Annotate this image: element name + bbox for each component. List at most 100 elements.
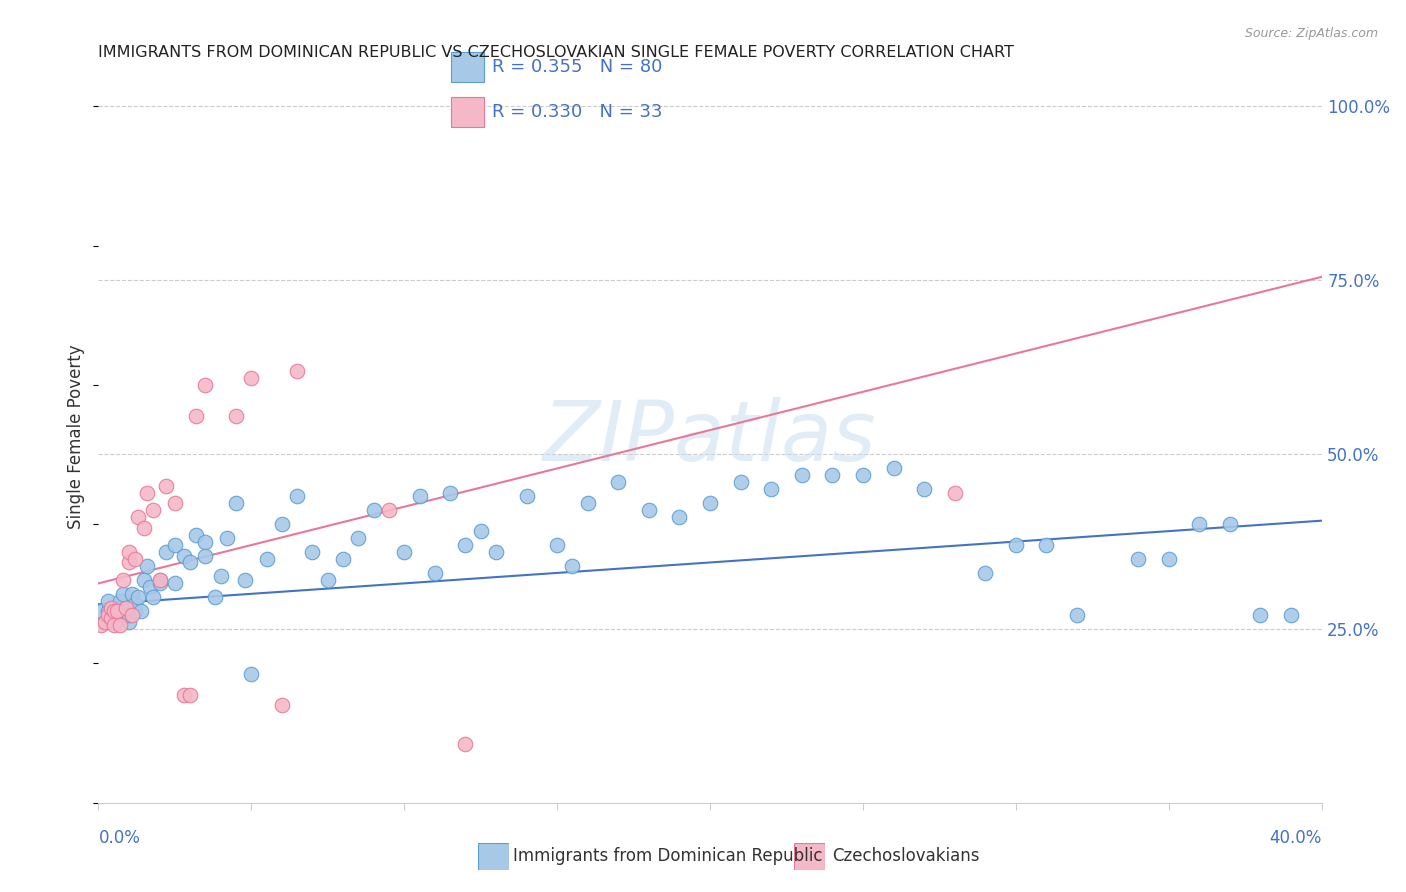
Text: IMMIGRANTS FROM DOMINICAN REPUBLIC VS CZECHOSLOVAKIAN SINGLE FEMALE POVERTY CORR: IMMIGRANTS FROM DOMINICAN REPUBLIC VS CZ… [98,45,1014,60]
Point [363,503,385,517]
Point [194,549,217,563]
Text: 40.0%: 40.0% [1270,829,1322,847]
Point [115,600,138,615]
Point [852,468,875,483]
Point [316,573,339,587]
Point [285,364,308,378]
Point [111,573,134,587]
Point [118,615,141,629]
Point [240,371,263,385]
Point [163,538,186,552]
Point [127,510,149,524]
Point [516,489,538,503]
Point [454,737,477,751]
Point [821,468,844,483]
Point [100,611,122,625]
Point [90,604,112,618]
Point [270,517,292,532]
Text: Czechoslovakians: Czechoslovakians [832,847,980,865]
Point [108,604,131,618]
Point [111,587,134,601]
Point [912,483,935,497]
Point [194,377,217,392]
Point [139,580,162,594]
Point [93,615,115,629]
Point [270,698,292,713]
Point [1249,607,1271,622]
Point [105,604,128,618]
Y-axis label: Single Female Poverty: Single Female Poverty [67,345,86,529]
Point [124,604,146,618]
Point [155,545,177,559]
Point [103,604,125,618]
Point [121,607,143,622]
Point [115,604,138,618]
Text: ZIPatlas: ZIPatlas [543,397,877,477]
Point [155,479,177,493]
Point [225,409,247,424]
Text: R = 0.355   N = 80: R = 0.355 N = 80 [492,58,662,76]
Point [118,545,141,559]
Point [90,618,112,632]
Text: R = 0.330   N = 33: R = 0.330 N = 33 [492,103,662,121]
Point [103,618,125,632]
Text: Immigrants from Dominican Republic: Immigrants from Dominican Republic [513,847,823,865]
Point [1157,552,1180,566]
Point [129,604,152,618]
Point [97,594,120,608]
Point [163,576,186,591]
Point [124,597,146,611]
Point [149,576,172,591]
Bar [451,97,484,127]
Point [256,552,278,566]
Point [883,461,905,475]
Point [105,604,128,618]
Point [163,496,186,510]
Point [215,531,238,545]
Point [439,485,461,500]
Point [576,496,599,510]
Point [347,531,370,545]
Point [127,591,149,605]
Point [470,524,492,538]
Point [392,545,416,559]
Point [173,549,195,563]
Point [1035,538,1057,552]
Point [225,496,247,510]
Point [134,573,156,587]
Point [194,534,217,549]
Point [454,538,477,552]
Point [108,594,131,608]
Point [186,527,208,541]
Point [93,615,115,629]
Point [118,607,141,622]
Point [974,566,997,580]
Point [136,485,159,500]
Point [233,573,256,587]
Point [1188,517,1211,532]
Text: Source: ZipAtlas.com: Source: ZipAtlas.com [1244,27,1378,40]
Point [301,545,323,559]
Point [134,521,156,535]
Point [561,558,583,573]
Point [100,600,122,615]
Point [759,483,782,497]
Point [111,607,134,622]
Point [179,688,201,702]
Point [124,552,146,566]
Point [485,545,508,559]
Point [730,475,752,490]
Point [699,496,721,510]
Text: 0.0%: 0.0% [98,829,141,847]
Point [149,573,172,587]
Point [118,556,141,570]
Point [332,552,354,566]
Point [142,591,165,605]
Point [179,556,201,570]
Point [1279,607,1302,622]
Point [240,667,263,681]
Point [100,615,122,629]
Point [136,558,159,573]
Point [97,604,120,618]
Point [1066,607,1088,622]
